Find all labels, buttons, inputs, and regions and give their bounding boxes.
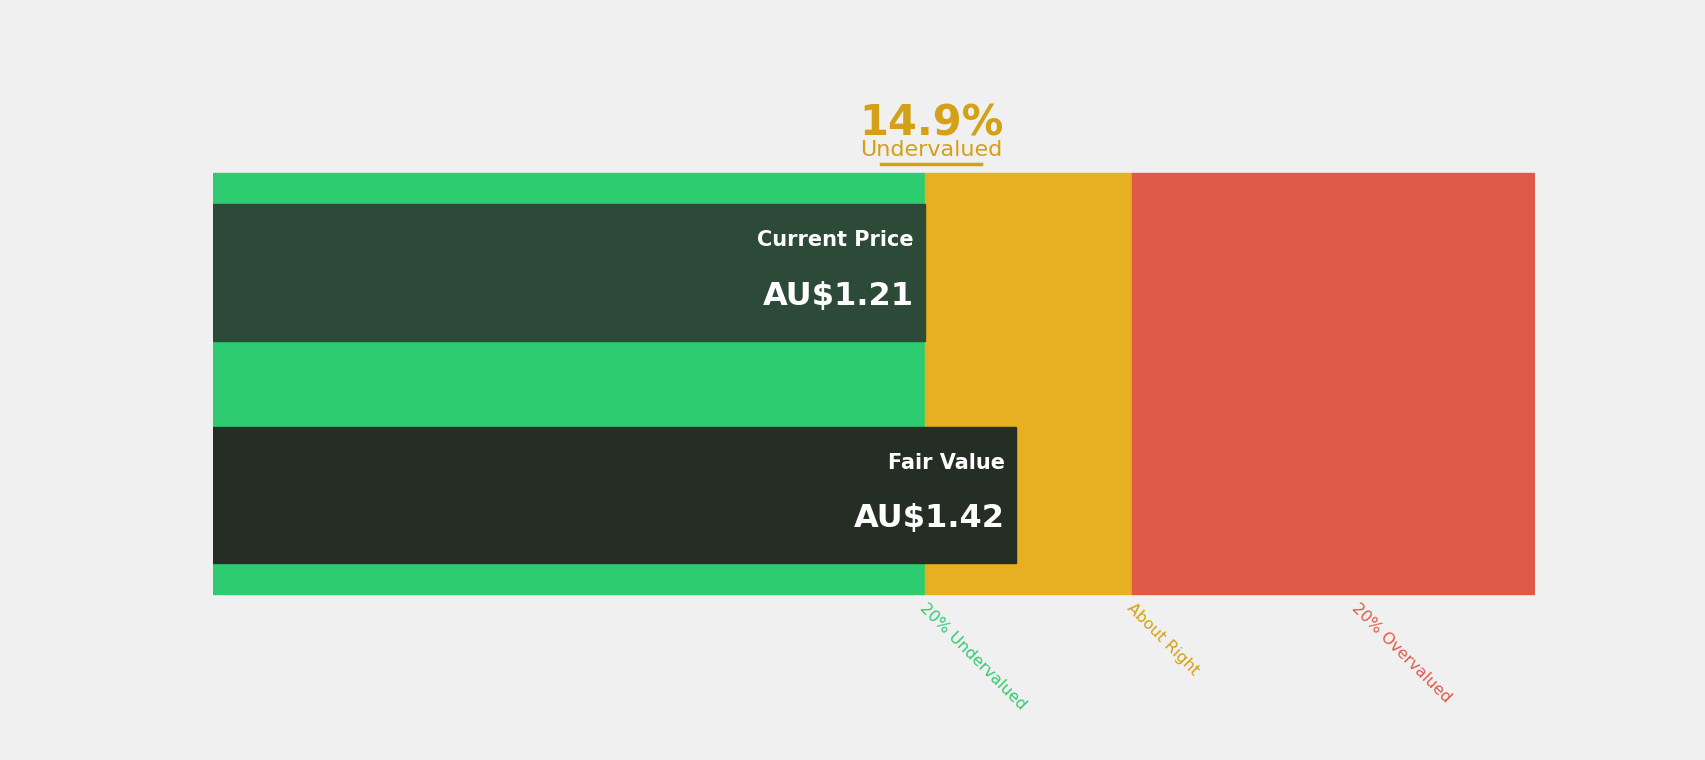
Text: Fair Value: Fair Value [888, 453, 1004, 473]
Bar [213, 426, 1014, 563]
Text: AU$1.21: AU$1.21 [762, 280, 914, 312]
Bar [1132, 173, 1534, 594]
Bar [213, 173, 924, 594]
Text: Current Price: Current Price [757, 230, 914, 251]
Text: 14.9%: 14.9% [859, 103, 1003, 144]
Text: Undervalued: Undervalued [859, 140, 1003, 160]
Text: About Right: About Right [1124, 600, 1202, 678]
Bar [924, 173, 1132, 594]
Text: AU$1.42: AU$1.42 [854, 503, 1004, 534]
Bar [213, 204, 924, 341]
Text: 20% Overvalued: 20% Overvalued [1347, 600, 1453, 705]
Text: 20% Undervalued: 20% Undervalued [916, 600, 1028, 712]
